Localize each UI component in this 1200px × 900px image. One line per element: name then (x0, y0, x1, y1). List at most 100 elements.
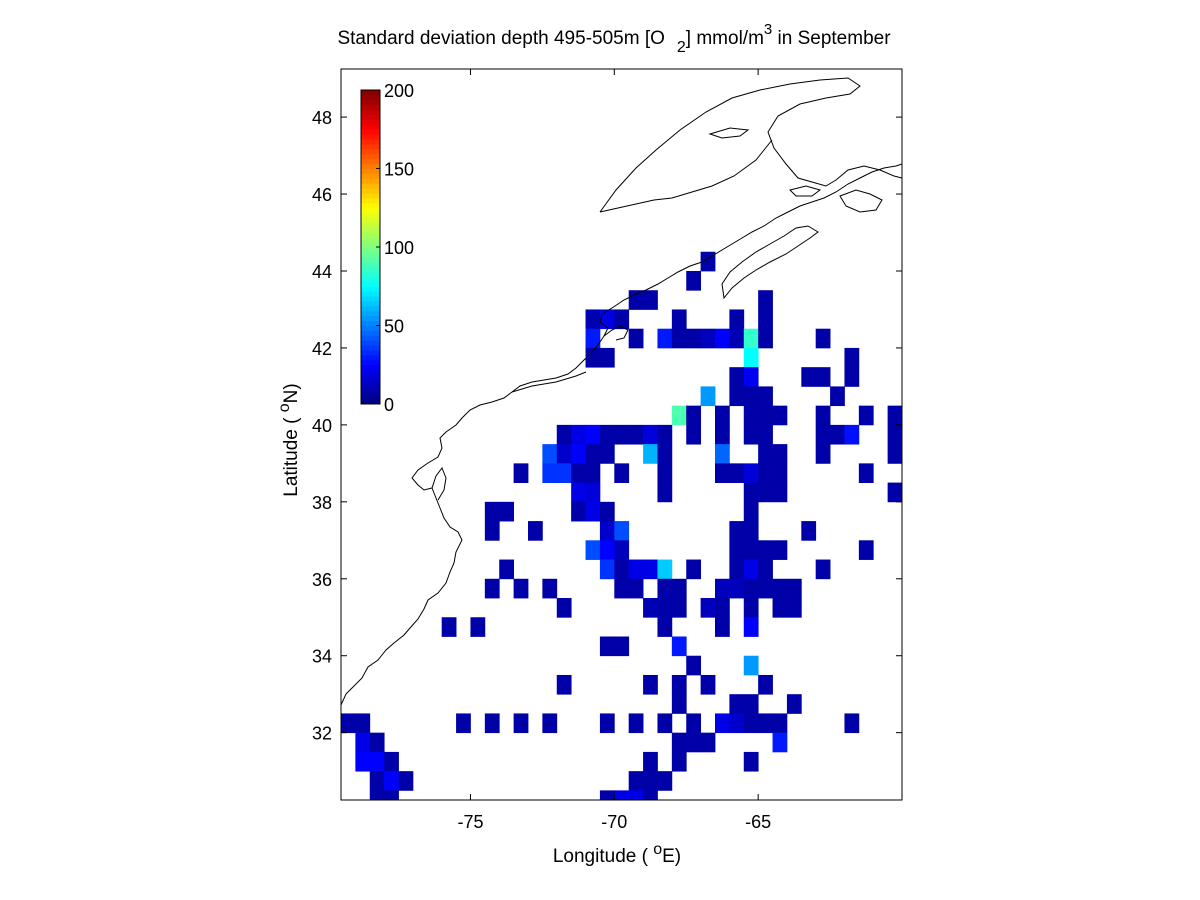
heatmap-cell (758, 540, 773, 560)
heatmap-cell (887, 405, 902, 426)
coastline-anticosti (708, 127, 750, 139)
colorbar-step (361, 384, 380, 390)
heatmap-cell (772, 598, 788, 618)
heatmap-cell (801, 521, 817, 541)
heatmap-cell (657, 617, 673, 637)
heatmap-cell (571, 501, 586, 522)
heatmap-cell (758, 713, 773, 734)
colorbar-step (361, 197, 380, 204)
heatmap-cell (758, 386, 773, 407)
heatmap-cell (686, 424, 702, 445)
heatmap-cell (585, 328, 601, 349)
colorbar-tick-label: 0 (384, 395, 394, 415)
heatmap-cell (628, 559, 644, 580)
heatmap-cell (355, 713, 371, 734)
heatmap-cell (887, 482, 902, 503)
heatmap-cell (729, 309, 745, 330)
heatmap-cell (499, 501, 515, 522)
heatmap-cell (686, 713, 702, 734)
y-axis-label-post: N) (281, 383, 302, 403)
y-tick-label: 36 (312, 570, 332, 590)
heatmap-cell (484, 578, 500, 599)
heatmap-cell (743, 540, 759, 560)
heatmap-cell (628, 790, 644, 800)
heatmap-cell (686, 655, 702, 676)
heatmap-cell (758, 424, 773, 445)
colorbar-step (361, 99, 380, 106)
y-tick-label: 32 (312, 724, 332, 744)
heatmap-cell (614, 559, 630, 580)
heatmap-cell (470, 617, 486, 637)
heatmap-cell (628, 578, 644, 599)
heatmap-cell (729, 328, 745, 349)
heatmap-cell (743, 694, 759, 714)
heatmap-cell (786, 598, 802, 618)
heatmap-cell (599, 713, 615, 734)
x-tick-label: -70 (601, 812, 627, 832)
heatmap-cell (643, 771, 658, 791)
colorbar-tick-label: 150 (384, 160, 414, 180)
heatmap-cell (743, 598, 759, 618)
heatmap-cell (715, 405, 730, 426)
colorbar-step (361, 261, 380, 268)
heatmap-cell (341, 713, 356, 734)
heatmap-cell (657, 713, 673, 734)
heatmap-cell (686, 559, 702, 580)
heatmap-cell (513, 578, 529, 599)
heatmap-cell (556, 424, 572, 445)
heatmap-cell (700, 328, 716, 349)
heatmap-cell (815, 424, 831, 445)
heatmap-cell (758, 405, 773, 426)
title-superscript: 3 (764, 21, 772, 38)
heatmap-cell (657, 328, 673, 349)
heatmap-cell (599, 636, 615, 657)
colorbar-step (361, 193, 380, 199)
y-tick-label: 40 (312, 416, 332, 436)
colorbar-step (361, 178, 380, 184)
colorbar-step (361, 271, 380, 277)
colorbar-step (361, 129, 380, 135)
y-tick-label: 48 (312, 108, 332, 128)
heatmap-cell (671, 674, 687, 695)
colorbar-step (361, 310, 380, 317)
coastline-cape-cod (603, 325, 629, 341)
heatmap-cell (786, 694, 802, 714)
heatmap-cell (585, 444, 601, 464)
heatmap-cell (657, 771, 673, 791)
colorbar-step (361, 251, 380, 258)
colorbar-step (361, 183, 380, 189)
colorbar-step (361, 369, 380, 376)
coastline (341, 77, 902, 706)
x-axis-ticks: -75 -70 -65 (457, 69, 771, 832)
colorbar-step (361, 114, 380, 120)
colorbar-step (361, 320, 380, 326)
heatmap-cell (599, 347, 615, 368)
colorbar-step (361, 325, 380, 331)
heatmap-cell (758, 444, 773, 464)
colorbar-step (361, 173, 380, 179)
heatmap-cell (355, 732, 371, 753)
heatmap-cell (815, 405, 831, 426)
heatmap-cell (743, 386, 759, 407)
heatmap-cell (815, 559, 831, 580)
heatmap-cell (542, 578, 558, 599)
coastline-long-island (511, 371, 587, 393)
heatmap-cell (772, 578, 788, 599)
heatmap-cell (729, 386, 745, 407)
heatmap-cells (341, 251, 902, 800)
heatmap-cell (585, 424, 601, 445)
colorbar-step (361, 394, 380, 400)
heatmap-cell (614, 424, 630, 445)
heatmap-cell (772, 405, 788, 426)
heatmap-cell (542, 444, 558, 464)
colorbar-step (361, 227, 380, 233)
heatmap-cell (671, 694, 687, 714)
heatmap-cell (772, 482, 788, 503)
heatmap-cell (758, 309, 773, 330)
colorbar-step (361, 266, 380, 273)
heatmap-cell (628, 713, 644, 734)
heatmap-cell (571, 482, 586, 503)
heatmap-cell (614, 636, 630, 657)
heatmap-cell (499, 559, 515, 580)
heatmap-cell (384, 790, 399, 800)
